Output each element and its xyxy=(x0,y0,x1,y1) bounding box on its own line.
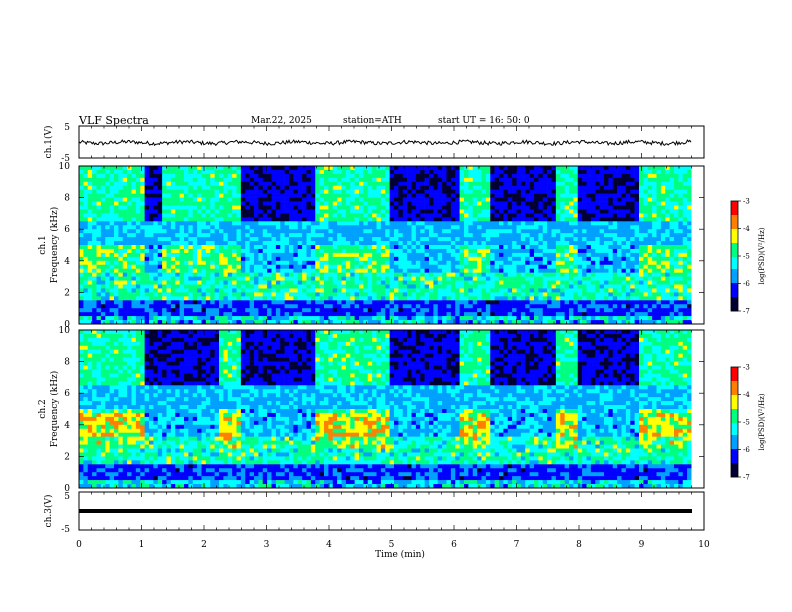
ch1-waveform-panel: 5 -5 ch.1(V) xyxy=(43,123,705,164)
ch1-waveform-xticks xyxy=(78,126,705,158)
ch1-waveform-trace xyxy=(78,139,692,147)
colorbar-tick-label: -5 xyxy=(743,253,750,261)
x-tick-label: 1 xyxy=(139,540,145,550)
y-tick-label: 2 xyxy=(64,452,70,462)
y-tick-label: 10 xyxy=(59,162,71,172)
ch2-colorbar-label: log(PSD)(V²/Hz) xyxy=(758,393,766,450)
colorbar-tick-label: -7 xyxy=(743,308,750,316)
x-tick-label: 0 xyxy=(76,540,82,550)
x-tick-label: 2 xyxy=(201,540,207,550)
colorbar-tick-label: -3 xyxy=(743,364,750,372)
ch2-spectrogram-ylabel-line1: ch.2 xyxy=(38,399,48,418)
ch3-waveform-ylabel: ch.3(V) xyxy=(43,495,54,528)
ch1-spectrogram-image xyxy=(79,166,704,325)
ch2-spectrogram-ylabel-line2: Frequency (kHz) xyxy=(49,371,60,448)
colorbar-tick-label: -3 xyxy=(743,198,750,206)
ch2-colorbar-ticks: -3 -4 -5 -6 -7 xyxy=(738,364,750,482)
ch2-spectrogram-yticks: 0 2 4 6 8 10 xyxy=(59,326,704,494)
figure-title: VLF Spectra xyxy=(78,114,149,127)
colorbar-tick-label: -5 xyxy=(743,419,750,427)
y-tick-label: 0 xyxy=(64,484,70,494)
ch2-spectrogram-image xyxy=(79,330,704,489)
colorbar-tick-label: -4 xyxy=(743,225,750,233)
x-axis-tick-labels: 0 1 2 3 4 5 6 7 8 9 10 xyxy=(76,540,710,550)
ch1-colorbar: -3 -4 -5 -6 -7 log(PSD)(V²/Hz) xyxy=(730,198,766,316)
ch1-waveform-ylabel: ch.1(V) xyxy=(43,126,54,159)
ch1-colorbar-label: log(PSD)(V²/Hz) xyxy=(758,227,766,284)
x-tick-label: 8 xyxy=(576,540,582,550)
ch3-ytick-top: 5 xyxy=(64,492,70,502)
colorbar-tick-label: -6 xyxy=(743,280,750,288)
ch2-spectrogram-panel: 0 2 4 6 8 10 ch.2 Frequency (kHz) xyxy=(38,326,705,494)
ch1-spectrogram-ylabel-line2: Frequency (kHz) xyxy=(49,207,60,284)
y-tick-label: 4 xyxy=(64,421,70,431)
y-tick-label: 8 xyxy=(64,194,70,204)
x-tick-label: 6 xyxy=(451,540,457,550)
ch1-colorbar-ticks: -3 -4 -5 -6 -7 xyxy=(738,198,750,316)
y-tick-label: 2 xyxy=(64,288,70,298)
ch3-waveform-panel: 5 -5 ch.3(V) 0 1 2 3 4 5 6 7 8 9 10 Time (min) xyxy=(43,491,710,560)
x-tick-label: 9 xyxy=(639,540,645,550)
y-tick-label: 0 xyxy=(64,320,70,330)
header-date: Mar.22, 2025 xyxy=(251,116,312,126)
colorbar-tick-label: -6 xyxy=(743,446,750,454)
colorbar-tick-label: -4 xyxy=(743,391,750,399)
y-tick-label: 4 xyxy=(64,257,70,267)
ch1-spectrogram-ylabel-line1: ch.1 xyxy=(38,235,48,254)
ch3-ytick-bottom: -5 xyxy=(61,525,70,535)
header-station: station=ATH xyxy=(343,116,402,126)
x-tick-label: 4 xyxy=(326,540,332,550)
x-tick-label: 5 xyxy=(389,540,395,550)
ch1-spectrogram-yticks: 0 2 4 6 8 10 xyxy=(59,162,704,330)
y-tick-label: 6 xyxy=(64,225,70,235)
x-tick-label: 7 xyxy=(514,540,520,550)
ch2-colorbar: -3 -4 -5 -6 -7 log(PSD)(V²/Hz) xyxy=(730,364,766,482)
y-tick-label: 6 xyxy=(64,389,70,399)
ch2-spectrogram-xticks xyxy=(78,330,705,488)
y-tick-label: 8 xyxy=(64,358,70,368)
ch1-ytick-top: 5 xyxy=(64,123,70,133)
ch1-spectrogram-xticks xyxy=(78,166,705,324)
x-axis-label: Time (min) xyxy=(375,549,425,560)
ch3-waveform-xticks xyxy=(78,492,705,530)
y-tick-label: 10 xyxy=(59,326,71,336)
colorbar-tick-label: -7 xyxy=(743,474,750,482)
x-tick-label: 3 xyxy=(264,540,270,550)
x-tick-label: 10 xyxy=(698,540,710,550)
ch1-ytick-bottom: -5 xyxy=(61,154,70,164)
header-start-ut: start UT = 16: 50: 0 xyxy=(438,116,530,126)
ch1-spectrogram-panel: 0 2 4 6 8 10 ch.1 Frequency (kHz) xyxy=(38,162,705,330)
